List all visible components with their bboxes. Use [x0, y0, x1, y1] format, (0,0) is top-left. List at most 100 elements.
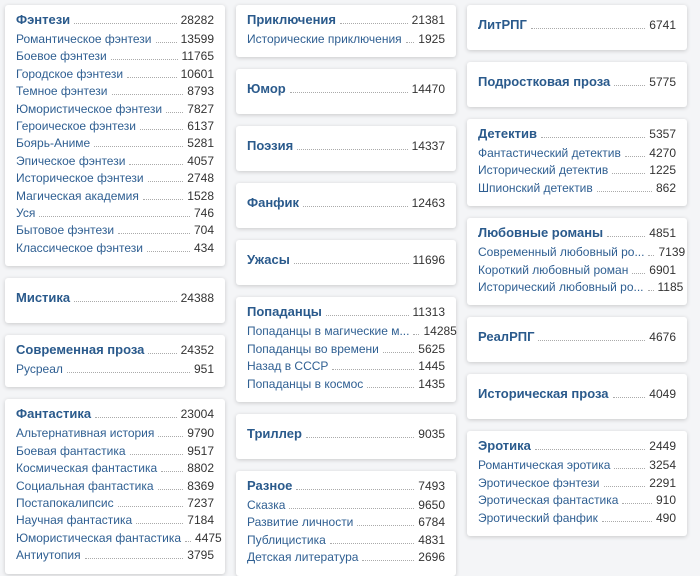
genre-row[interactable]: ЛитРПГ 6741	[478, 17, 676, 37]
subgenre-name[interactable]: Попаданцы в космос	[247, 376, 364, 391]
genre-row[interactable]: Триллер 9035	[247, 426, 445, 446]
subgenre-row[interactable]: Юмористическое фэнтези 7827	[16, 102, 214, 119]
genre-title[interactable]: Приключения	[247, 12, 337, 27]
subgenre-name[interactable]: Романтическая эротика	[478, 458, 611, 473]
genre-row[interactable]: Разное 7493	[247, 478, 445, 498]
genre-row[interactable]: РеалРПГ 4676	[478, 329, 676, 349]
subgenre-row[interactable]: Публицистика 4831	[247, 533, 445, 550]
subgenre-row[interactable]: Попаданцы в космос 1435	[247, 377, 445, 394]
genre-title[interactable]: Подростковая проза	[478, 74, 611, 89]
subgenre-name[interactable]: Боевая фантастика	[16, 443, 126, 458]
genre-row[interactable]: Приключения 21381	[247, 12, 445, 32]
subgenre-name[interactable]: Русреал	[16, 362, 63, 377]
subgenre-row[interactable]: Научная фантастика 7184	[16, 513, 214, 530]
subgenre-name[interactable]: Постапокалипсис	[16, 496, 114, 511]
subgenre-row[interactable]: Детская литература 2696	[247, 550, 445, 567]
genre-row[interactable]: Ужасы 11696	[247, 252, 445, 272]
subgenre-row[interactable]: Романтическое фэнтези 13599	[16, 32, 214, 49]
subgenre-name[interactable]: Героическое фэнтези	[16, 118, 137, 133]
genre-title[interactable]: Фэнтези	[16, 12, 71, 27]
subgenre-name[interactable]: Юмористическое фэнтези	[16, 101, 163, 116]
genre-title[interactable]: Фантастика	[16, 406, 92, 422]
subgenre-row[interactable]: Юмористическая фантастика 4475	[16, 530, 222, 548]
subgenre-row[interactable]: Темное фэнтези 8793	[16, 84, 214, 101]
subgenre-row[interactable]: Боевое фэнтези 11765	[16, 49, 214, 66]
subgenre-name[interactable]: Сказка	[247, 497, 286, 512]
subgenre-row[interactable]: Историческое фэнтези 2748	[16, 171, 214, 188]
genre-row[interactable]: Историческая проза 4049	[478, 386, 676, 406]
subgenre-name[interactable]: Шпионский детектив	[478, 180, 593, 195]
subgenre-name[interactable]: Юмористическая фантастика	[16, 530, 182, 545]
subgenre-row[interactable]: Классическое фэнтези 434	[16, 241, 214, 258]
genre-title[interactable]: Попаданцы	[247, 304, 322, 320]
subgenre-row[interactable]: Назад в СССР 1445	[247, 359, 445, 376]
subgenre-name[interactable]: Эротический фанфик	[478, 510, 598, 525]
genre-row[interactable]: Детектив 5357	[478, 126, 676, 146]
subgenre-row[interactable]: Фантастический детектив 4270	[478, 146, 676, 163]
subgenre-row[interactable]: Постапокалипсис 7237	[16, 496, 214, 513]
subgenre-row[interactable]: Русреал 951	[16, 362, 214, 379]
subgenre-row[interactable]: Исторический детектив 1225	[478, 163, 676, 180]
subgenre-name[interactable]: Магическая академия	[16, 188, 139, 203]
subgenre-name[interactable]: Публицистика	[247, 532, 326, 547]
subgenre-row[interactable]: Эпическое фэнтези 4057	[16, 154, 214, 171]
genre-row[interactable]: Попаданцы 11313	[247, 304, 445, 324]
subgenre-name[interactable]: Альтернативная история	[16, 426, 155, 441]
subgenre-row[interactable]: Боярь-Аниме 5281	[16, 136, 214, 153]
subgenre-name[interactable]: Боярь-Аниме	[16, 136, 91, 151]
genre-row[interactable]: Любовные романы 4851	[478, 225, 676, 245]
subgenre-row[interactable]: Попаданцы во времени 5625	[247, 342, 445, 359]
subgenre-row[interactable]: Антиутопия 3795	[16, 548, 214, 565]
genre-title[interactable]: Эротика	[478, 438, 531, 454]
subgenre-name[interactable]: Исторический детектив	[478, 163, 609, 178]
genre-title[interactable]: Ужасы	[247, 252, 290, 268]
genre-title[interactable]: Современная проза	[16, 342, 145, 358]
subgenre-row[interactable]: Сказка 9650	[247, 498, 445, 515]
subgenre-row[interactable]: Городское фэнтези 10601	[16, 67, 214, 84]
genre-row[interactable]: Подростковая проза 5775	[478, 74, 676, 94]
genre-title[interactable]: Фанфик	[247, 195, 300, 211]
subgenre-name[interactable]: Назад в СССР	[247, 359, 329, 374]
subgenre-row[interactable]: Магическая академия 1528	[16, 189, 214, 206]
subgenre-row[interactable]: Космическая фантастика 8802	[16, 461, 214, 478]
subgenre-name[interactable]: Развитие личности	[247, 515, 354, 530]
subgenre-row[interactable]: Социальная фантастика 8369	[16, 479, 214, 496]
genre-title[interactable]: Разное	[247, 477, 293, 493]
subgenre-row[interactable]: Попаданцы в магические м... 14285	[247, 324, 457, 341]
subgenre-name[interactable]: Бытовое фэнтези	[16, 223, 115, 238]
subgenre-row[interactable]: Исторические приключения 1925	[247, 32, 445, 49]
subgenre-name[interactable]: Детская литература	[247, 550, 359, 565]
subgenre-name[interactable]: Уся	[16, 205, 36, 220]
subgenre-row[interactable]: Героическое фэнтези 6137	[16, 119, 214, 136]
subgenre-name[interactable]: Фантастический детектив	[478, 146, 621, 160]
subgenre-name[interactable]: Классическое фэнтези	[16, 240, 143, 255]
genre-row[interactable]: Эротика 2449	[478, 438, 676, 458]
genre-title[interactable]: Юмор	[247, 81, 286, 97]
subgenre-name[interactable]: Эпическое фэнтези	[16, 153, 126, 168]
genre-title[interactable]: Историческая проза	[478, 386, 609, 402]
genre-row[interactable]: Фэнтези 28282	[16, 12, 214, 32]
subgenre-name[interactable]: Короткий любовный роман	[478, 262, 629, 277]
genre-title[interactable]: Любовные романы	[478, 225, 604, 241]
subgenre-name[interactable]: Антиутопия	[16, 548, 81, 563]
subgenre-row[interactable]: Короткий любовный роман 6901	[478, 263, 676, 280]
subgenre-name[interactable]: Романтическое фэнтези	[16, 32, 152, 46]
subgenre-name[interactable]: Социальная фантастика	[16, 478, 154, 493]
genre-row[interactable]: Современная проза 24352	[16, 342, 214, 362]
subgenre-row[interactable]: Эротический фанфик 490	[478, 511, 676, 528]
subgenre-name[interactable]: Современный любовный ро...	[478, 245, 645, 260]
subgenre-name[interactable]: Историческое фэнтези	[16, 171, 144, 186]
subgenre-name[interactable]: Эротическая фантастика	[478, 493, 619, 508]
genre-title[interactable]: Мистика	[16, 290, 71, 306]
subgenre-row[interactable]: Боевая фантастика 9517	[16, 444, 214, 461]
subgenre-name[interactable]: Исторические приключения	[247, 32, 402, 46]
subgenre-name[interactable]: Попаданцы во времени	[247, 341, 379, 356]
genre-row[interactable]: Фантастика 23004	[16, 406, 214, 426]
subgenre-name[interactable]: Исторический любовный ро...	[478, 279, 644, 294]
subgenre-name[interactable]: Темное фэнтези	[16, 84, 108, 99]
genre-title[interactable]: Поэзия	[247, 138, 294, 154]
subgenre-name[interactable]: Городское фэнтези	[16, 66, 124, 81]
subgenre-name[interactable]: Боевое фэнтези	[16, 49, 107, 64]
subgenre-row[interactable]: Романтическая эротика 3254	[478, 458, 676, 475]
subgenre-name[interactable]: Попаданцы в магические м...	[247, 324, 410, 339]
